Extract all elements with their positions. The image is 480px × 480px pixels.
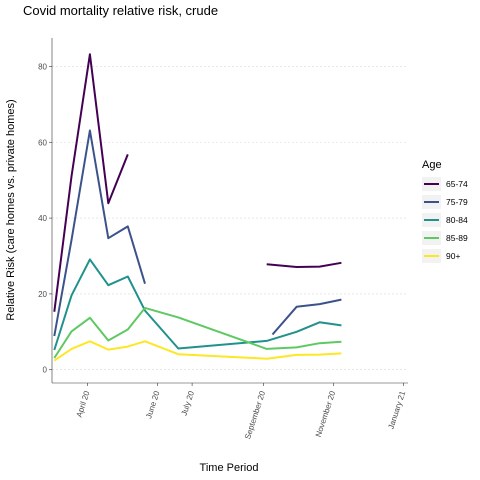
series-lines (53, 53, 342, 362)
y-tick-label: 60 (38, 138, 47, 147)
y-axis-title: Relative Risk (care homes vs. private ho… (5, 99, 17, 320)
series-line-85-89 (53, 306, 342, 359)
y-tick-label: 40 (38, 214, 47, 223)
y-tick-label: 20 (38, 290, 47, 299)
x-tick-label: April 20 (75, 389, 92, 418)
y-tick-label: 0 (43, 366, 48, 375)
series-line-75-79 (271, 298, 342, 336)
series-line-90+ (53, 340, 342, 362)
x-tick-label: June 20 (144, 389, 162, 419)
x-tick-label: September 20 (243, 389, 267, 440)
x-tick-label: November 20 (314, 389, 338, 438)
series-line-75-79 (53, 129, 146, 337)
x-tick-label: January 21 (387, 389, 408, 430)
axes (49, 38, 408, 386)
x-axis-title: Time Period (200, 462, 259, 474)
grid (52, 66, 408, 371)
chart-title: Covid mortality relative risk, crude (23, 3, 218, 18)
legend-title: Age (422, 159, 442, 171)
tick-labels: 0 20 40 60 80 April 20 June 20 July 20 September… (38, 62, 407, 440)
legend-label: 75-79 (446, 197, 468, 207)
legend: Age 65-74 75-79 80-84 85-89 90+ (422, 159, 468, 263)
series-line-65-74 (53, 53, 129, 312)
legend-label: 80-84 (446, 215, 468, 225)
legend-label: 85-89 (446, 233, 468, 243)
legend-label: 65-74 (446, 179, 468, 189)
legend-label: 90+ (446, 251, 460, 261)
y-tick-label: 80 (38, 62, 47, 71)
series-line-80-84 (53, 258, 342, 351)
series-line-65-74 (266, 261, 342, 268)
x-tick-label: July 20 (180, 389, 197, 416)
